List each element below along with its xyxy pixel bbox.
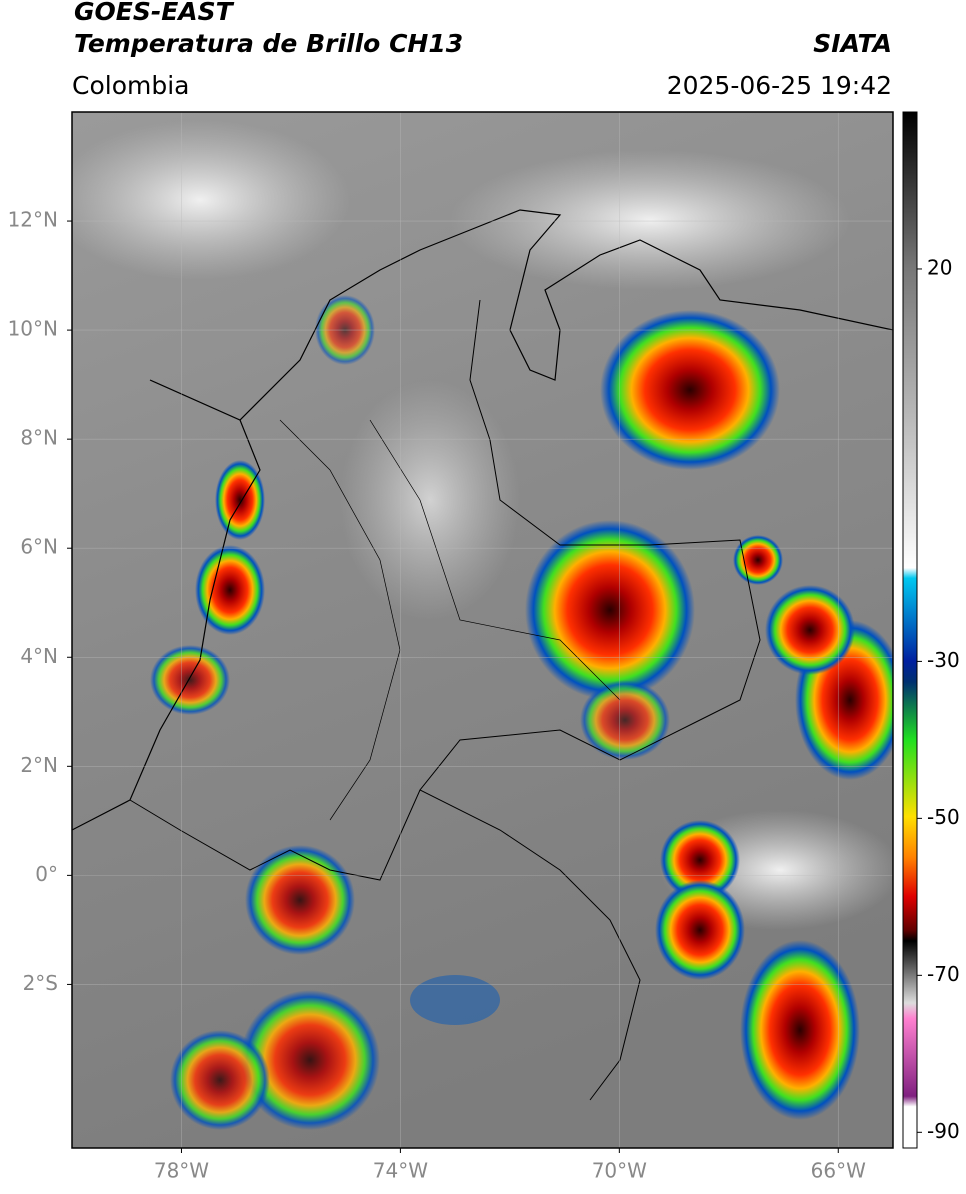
lat-tick-label: 4°N [20, 644, 58, 668]
colorbar-tick-label: -30 [927, 648, 960, 672]
lat-tick-label: 0° [35, 862, 58, 886]
map-image [72, 112, 893, 1148]
colorbar-tick-label: -50 [927, 805, 960, 829]
lat-tick-label: 2°S [23, 971, 58, 995]
lat-tick-label: 10°N [8, 317, 58, 341]
map-frame [71, 111, 894, 1149]
colorbar-tick-label: 20 [927, 255, 952, 279]
subtitle: Temperatura de Brillo CH13 [74, 29, 463, 58]
lat-tick-label: 12°N [8, 208, 58, 232]
lon-tick-label: 70°W [592, 1159, 647, 1183]
title: GOES-EAST [74, 0, 235, 26]
colorbar-tick-label: -70 [927, 962, 960, 986]
lat-tick-label: 6°N [20, 535, 58, 559]
source: SIATA [813, 29, 892, 58]
lat-tick-label: 2°N [20, 753, 58, 777]
lon-tick-label: 74°W [373, 1159, 428, 1183]
timestamp: 2025-06-25 19:42 [667, 71, 892, 100]
lon-tick-label: 78°W [154, 1159, 209, 1183]
lon-tick-label: 66°W [811, 1159, 866, 1183]
lat-tick-label: 8°N [20, 426, 58, 450]
region: Colombia [72, 71, 189, 100]
colorbar-tick-label: -90 [927, 1119, 960, 1143]
colorbar [902, 111, 918, 1149]
